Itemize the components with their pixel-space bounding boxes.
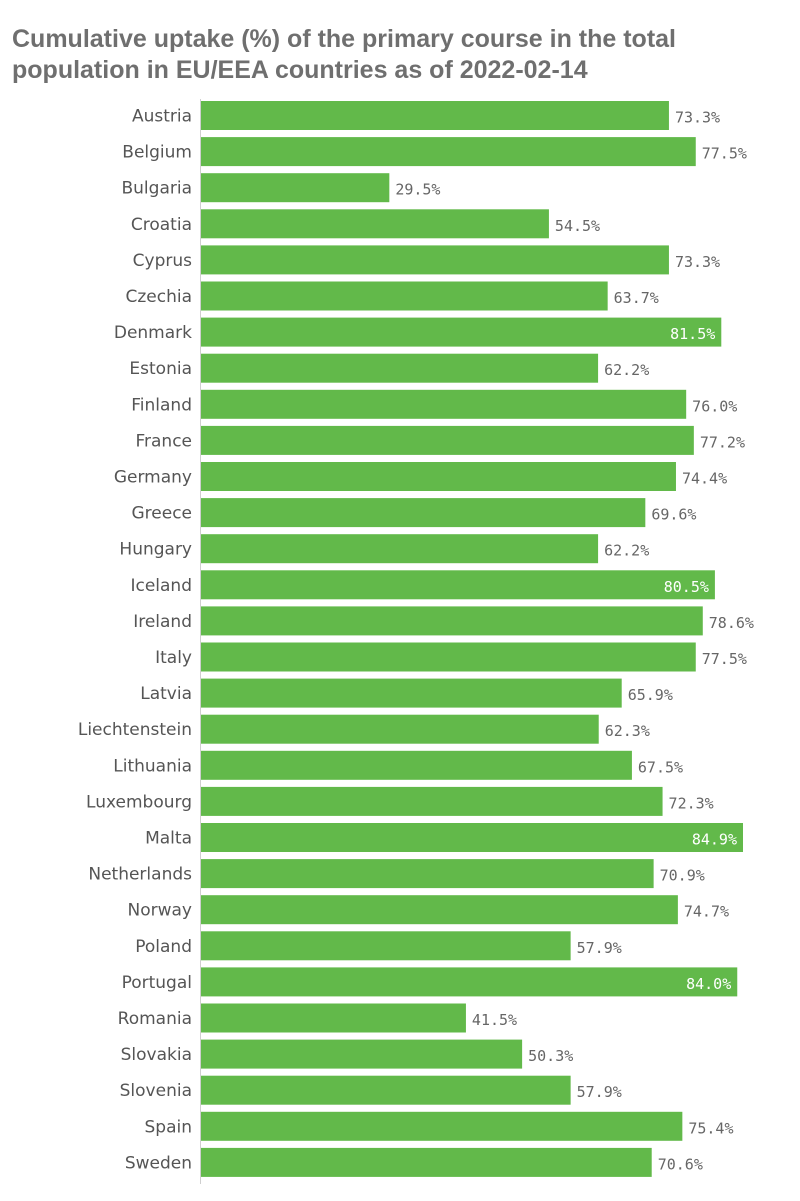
data-label: 50.3% [528,1047,573,1065]
data-label: 62.2% [604,542,649,560]
category-label: Estonia [129,359,192,379]
data-label: 77.5% [702,650,747,668]
category-label: Malta [145,829,192,849]
data-label: 70.9% [660,867,705,885]
category-label: Belgium [122,143,192,163]
bar [201,317,722,347]
data-label: 76.0% [692,397,737,415]
bar [201,823,743,852]
data-label: 72.3% [669,794,714,812]
data-label: 67.5% [638,758,683,776]
category-label: Ireland [133,612,192,632]
data-label: 57.9% [577,939,622,957]
bar [201,534,599,564]
category-label: Latvia [140,684,192,704]
bar [201,967,738,997]
category-label: Slovenia [120,1081,192,1101]
bar [201,1147,652,1177]
data-label: 80.5% [664,578,709,596]
bar [201,786,663,816]
data-label: 75.4% [688,1119,733,1137]
category-label: Greece [131,504,192,524]
bar [201,209,549,239]
data-label: 74.4% [682,470,727,488]
category-label: France [135,431,192,451]
category-label: Netherlands [88,865,192,885]
category-label: Austria [132,107,192,127]
bar [201,895,678,925]
data-label: 69.6% [651,506,696,524]
bar [201,281,608,311]
category-label: Finland [131,395,192,415]
category-label: Norway [128,901,193,921]
data-label: 41.5% [472,1011,517,1029]
bar [201,678,622,708]
category-label: Croatia [131,215,192,235]
category-label: Denmark [114,323,192,343]
data-label: 63.7% [614,289,659,307]
category-label: Cyprus [133,251,192,271]
bar [201,1075,571,1105]
bar [201,425,694,455]
bar [201,245,669,275]
bar [201,714,599,744]
category-label: Hungary [119,540,192,560]
category-label: Luxembourg [86,792,192,812]
bar [201,498,646,528]
bar [201,101,669,130]
bar [201,750,632,780]
category-label: Sweden [125,1153,192,1173]
data-label: 77.2% [700,433,745,451]
bar [201,1111,683,1141]
bar [201,173,390,203]
bar [201,353,599,383]
data-label: 81.5% [670,325,715,343]
category-label: Portugal [122,973,192,993]
data-label: 65.9% [628,686,673,704]
category-label: Germany [114,468,192,488]
chart-title: Cumulative uptake (%) of the primary cou… [12,25,677,84]
category-label: Italy [155,648,192,668]
bar [201,137,696,167]
data-label: 62.2% [604,361,649,379]
data-label: 62.3% [605,722,650,740]
category-label: Iceland [130,576,192,596]
data-label: 74.7% [684,903,729,921]
bar [201,606,703,636]
data-label: 73.3% [675,253,720,271]
category-label: Poland [135,937,192,957]
data-label: 84.0% [686,975,731,993]
category-label: Slovakia [121,1045,192,1065]
data-label: 78.6% [709,614,754,632]
bar [201,389,687,419]
bar [201,1003,466,1033]
bar [201,931,571,961]
data-label: 73.3% [675,109,720,127]
category-label: Bulgaria [122,179,193,199]
data-label: 54.5% [555,217,600,235]
bar [201,642,696,672]
category-label: Romania [118,1009,192,1029]
category-label: Lithuania [113,756,192,776]
category-label: Czechia [125,287,192,307]
bar [201,1039,523,1069]
data-label: 77.5% [702,145,747,163]
bar [201,462,676,491]
data-label: 84.9% [692,831,737,849]
category-label: Liechtenstein [78,720,192,740]
data-label: 29.5% [395,181,440,199]
bar [201,570,715,600]
bar [201,859,654,889]
data-label: 57.9% [577,1083,622,1101]
data-label: 70.6% [658,1155,703,1173]
category-label: Spain [145,1117,193,1137]
